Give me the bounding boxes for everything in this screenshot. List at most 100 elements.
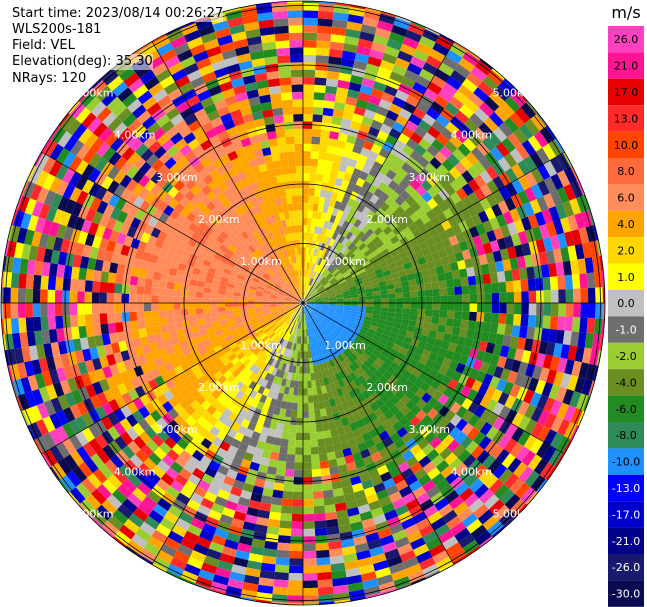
range-gate	[317, 226, 324, 235]
range-gate	[253, 447, 264, 457]
range-gate	[431, 424, 444, 437]
range-gate	[322, 422, 330, 432]
range-gate	[459, 156, 473, 171]
range-gate	[558, 289, 566, 303]
range-gate	[337, 516, 350, 527]
range-gate	[441, 219, 452, 231]
range-gate	[537, 409, 551, 426]
range-gate	[531, 339, 541, 354]
range-gate	[331, 207, 339, 217]
range-gate	[480, 331, 490, 343]
range-gate	[311, 136, 321, 145]
range-gate	[434, 94, 449, 109]
range-gate	[413, 377, 425, 388]
range-gate	[399, 550, 416, 563]
range-gate	[542, 315, 551, 329]
range-gate	[320, 307, 329, 312]
range-gate	[580, 303, 589, 318]
range-gate	[356, 366, 366, 376]
range-gate	[540, 264, 550, 278]
range-gate	[317, 204, 324, 213]
range-gate	[267, 357, 275, 366]
range-gate	[319, 189, 327, 198]
range-gate	[392, 473, 405, 485]
range-gate	[284, 332, 290, 341]
range-gate	[454, 110, 470, 125]
range-gate	[379, 123, 393, 135]
range-gate	[276, 422, 284, 432]
range-gate	[381, 265, 390, 273]
range-gate	[596, 240, 602, 257]
range-gate	[286, 401, 293, 411]
range-gate	[499, 303, 507, 314]
range-gate	[515, 446, 530, 462]
range-gate	[427, 126, 441, 139]
range-gate	[265, 533, 279, 543]
range-gate	[184, 444, 197, 456]
range-gate	[274, 360, 281, 369]
range-gate	[366, 345, 375, 354]
range-gate	[409, 55, 426, 69]
range-gate	[437, 248, 448, 259]
range-gate	[455, 362, 466, 374]
range-gate	[297, 351, 301, 359]
range-gate	[542, 143, 557, 161]
range-gate	[511, 268, 521, 281]
range-gate	[454, 129, 469, 144]
range-gate	[368, 324, 378, 331]
range-gate	[297, 343, 301, 352]
range-gate	[486, 363, 497, 377]
range-gate	[303, 380, 308, 389]
range-gate	[462, 365, 473, 377]
range-gate	[363, 237, 372, 246]
range-gate	[513, 461, 528, 478]
range-gate	[303, 595, 319, 603]
range-gate	[313, 341, 318, 350]
range-gate	[372, 34, 389, 46]
range-gate	[415, 75, 431, 89]
range-gate	[347, 242, 356, 251]
range-gate	[319, 291, 327, 296]
range-gate	[252, 366, 261, 375]
range-gate	[387, 180, 399, 191]
range-gate	[412, 81, 428, 95]
range-gate	[454, 286, 463, 296]
range-gate	[421, 403, 433, 415]
range-gate	[303, 291, 306, 300]
range-gate	[365, 228, 374, 238]
range-gate	[409, 461, 423, 474]
range-gate	[414, 144, 427, 157]
range-gate	[291, 350, 296, 359]
range-gate	[305, 284, 308, 292]
range-gate	[297, 306, 302, 314]
range-gate	[256, 368, 264, 377]
range-gate	[208, 509, 223, 521]
range-gate	[445, 318, 455, 327]
range-gate	[496, 355, 508, 369]
range-gate	[314, 300, 322, 302]
range-gate	[352, 236, 361, 246]
range-gate	[485, 165, 499, 180]
range-gate	[399, 211, 410, 222]
range-gate	[304, 336, 308, 344]
range-gate	[313, 256, 318, 265]
range-gate	[291, 311, 297, 319]
range-gate	[305, 305, 312, 312]
range-gate	[399, 43, 416, 56]
range-gate	[580, 288, 589, 303]
range-gate	[399, 384, 410, 395]
range-gate	[179, 420, 192, 433]
range-gate	[316, 285, 324, 292]
range-gate	[394, 504, 409, 517]
range-gate	[378, 244, 388, 253]
range-gate	[419, 213, 431, 225]
range-gate	[492, 190, 505, 204]
range-gate	[480, 263, 490, 275]
range-gate	[557, 233, 568, 249]
range-gate	[464, 118, 479, 133]
range-gate	[212, 453, 224, 465]
range-gate	[358, 242, 367, 251]
range-gate	[248, 437, 259, 448]
range-gate	[372, 290, 381, 296]
range-gate	[326, 145, 337, 155]
